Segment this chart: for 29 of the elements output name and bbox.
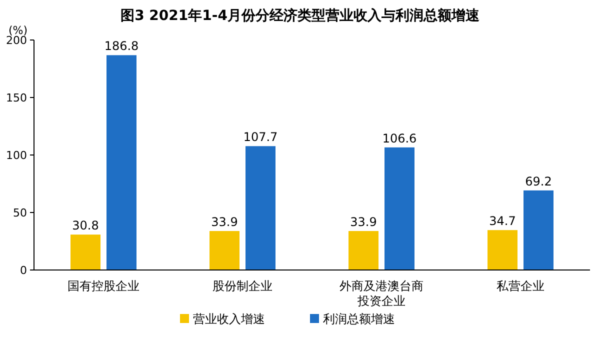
y-tick-label: 200 [6, 34, 27, 47]
bar [70, 234, 100, 270]
y-tick-label: 100 [6, 149, 27, 162]
data-label: 33.9 [211, 215, 238, 230]
x-tick-label: 国有控股企业 [68, 279, 140, 293]
bar [488, 230, 518, 270]
bar [524, 190, 554, 270]
x-tick-label: 私营企业 [496, 279, 544, 293]
chart-title: 图3 2021年1-4月份分经济类型营业收入与利润总额增速 [120, 7, 480, 24]
data-label: 30.8 [72, 218, 99, 233]
y-tick-label: 50 [13, 206, 27, 220]
x-tick-label: 外商及港澳台商投资企业 [340, 279, 424, 308]
data-label: 107.7 [243, 130, 278, 144]
bar [246, 146, 276, 270]
bar [210, 231, 240, 270]
legend-label: 营业收入增速 [193, 312, 265, 326]
x-tick-label: 股份制企业 [212, 279, 272, 293]
y-axis-title: (%) [8, 24, 28, 37]
data-label: 106.6 [382, 131, 417, 146]
bar [106, 55, 136, 270]
data-label: 69.2 [525, 174, 552, 188]
data-label: 33.9 [350, 215, 377, 230]
y-tick-label: 0 [20, 264, 27, 277]
bar [384, 147, 414, 270]
y-tick-label: 150 [6, 92, 27, 104]
data-label: 186.8 [104, 39, 139, 54]
bar [348, 231, 378, 270]
legend-label: 利润总额增速 [323, 312, 395, 326]
data-label: 34.7 [489, 214, 516, 228]
